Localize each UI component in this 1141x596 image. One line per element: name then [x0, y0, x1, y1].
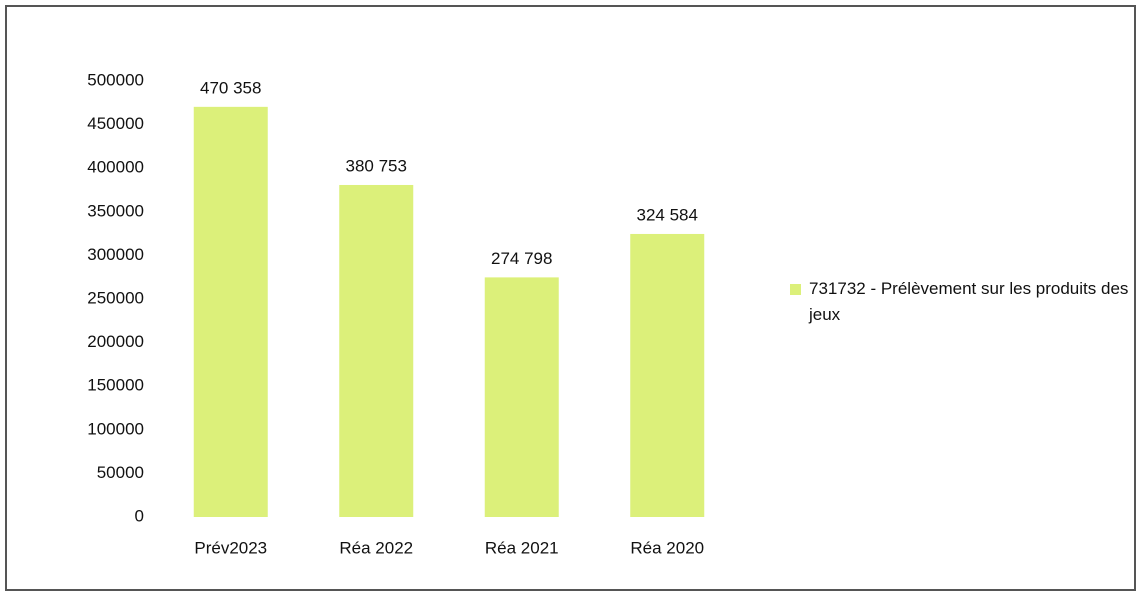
x-tick-label: Réa 2022 — [339, 538, 413, 557]
y-tick-label: 400000 — [87, 158, 144, 177]
y-tick-label: 450000 — [87, 114, 144, 133]
data-label: 470 358 — [200, 78, 261, 97]
chart-border — [5, 5, 1136, 591]
y-tick-label: 250000 — [87, 288, 144, 307]
y-tick-label: 150000 — [87, 376, 144, 395]
data-label: 380 753 — [346, 156, 407, 175]
legend: 731732 - Prélèvement sur les produits de… — [790, 276, 1135, 328]
bar — [193, 106, 268, 517]
y-tick-label: 0 — [135, 506, 144, 525]
data-label: 324 584 — [637, 205, 698, 224]
y-tick-label: 500000 — [87, 70, 144, 89]
legend-swatch — [790, 284, 801, 295]
y-tick-label: 50000 — [97, 463, 144, 482]
y-tick-label: 200000 — [87, 332, 144, 351]
x-tick-label: Prév2023 — [194, 538, 267, 557]
bar — [630, 233, 705, 517]
y-tick-label: 300000 — [87, 245, 144, 264]
bar — [339, 184, 414, 517]
y-tick-label: 350000 — [87, 201, 144, 220]
x-tick-label: Réa 2021 — [485, 538, 559, 557]
bar — [484, 277, 559, 517]
x-tick-label: Réa 2020 — [630, 538, 704, 557]
y-tick-label: 100000 — [87, 419, 144, 438]
legend-label: 731732 - Prélèvement sur les produits de… — [809, 279, 1129, 324]
data-label: 274 798 — [491, 249, 552, 268]
